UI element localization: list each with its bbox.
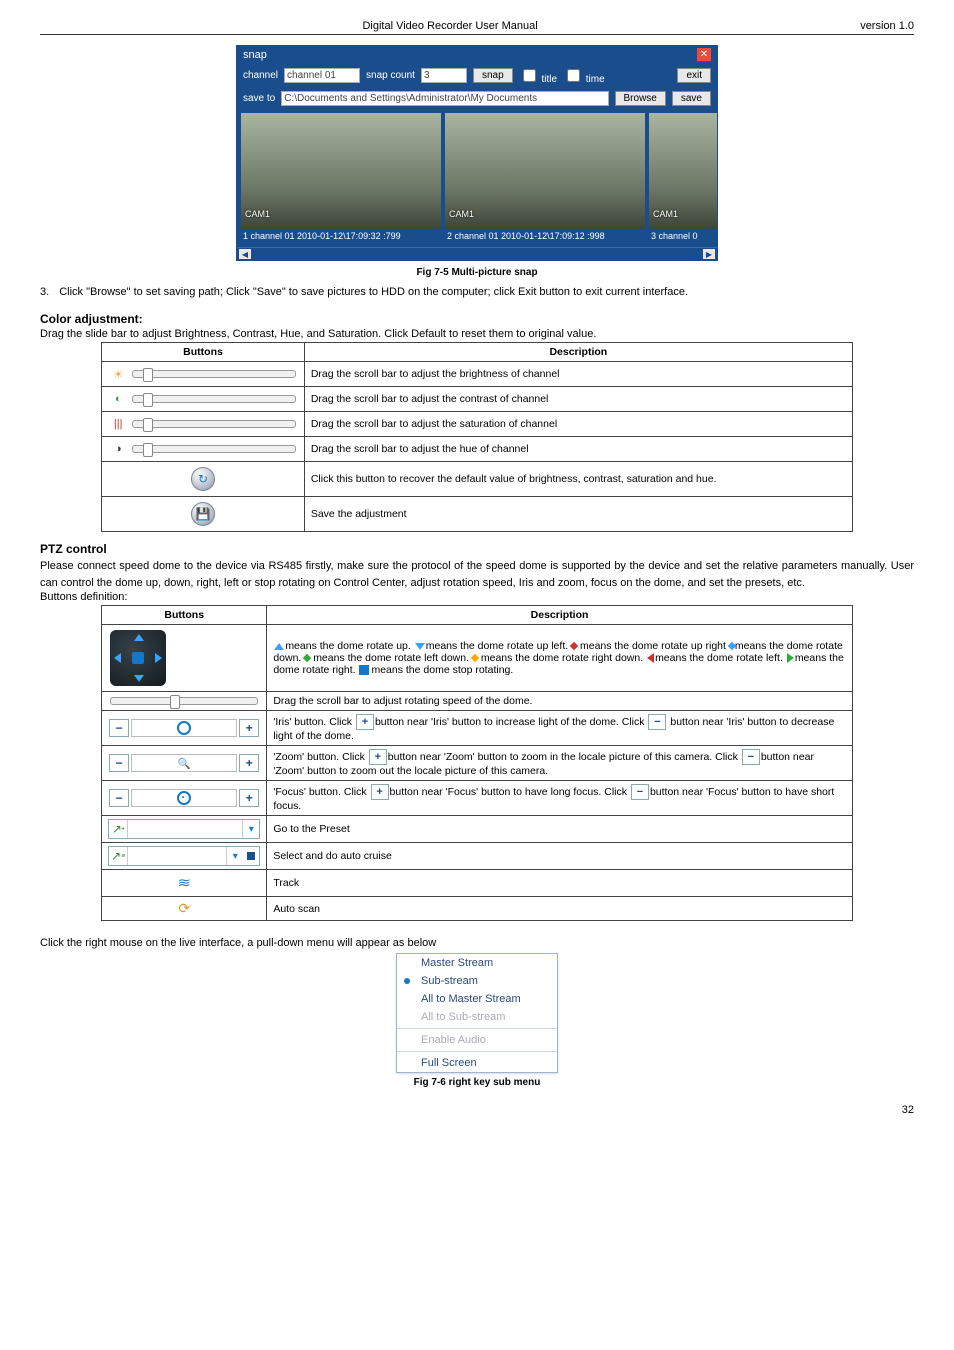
snap-title: snap: [243, 49, 267, 61]
page-number: 32: [40, 1104, 914, 1116]
header-version: version 1.0: [860, 20, 914, 32]
button-cell[interactable]: ☀: [102, 362, 305, 387]
fig-7-5-caption: Fig 7-5 Multi-picture snap: [40, 267, 914, 278]
step-number: 3.: [40, 286, 49, 298]
cruise-desc: Select and do auto cruise: [267, 843, 853, 870]
autoscan-control[interactable]: ⟳: [102, 897, 267, 921]
ptz-heading: PTZ control: [40, 542, 914, 556]
menu-item[interactable]: Sub-stream: [397, 972, 557, 990]
snap-count-input[interactable]: [421, 68, 467, 83]
button-cell[interactable]: 💾: [102, 497, 305, 532]
col-buttons: Buttons: [102, 606, 267, 625]
exit-button[interactable]: exit: [677, 68, 711, 83]
menu-item: Enable Audio: [397, 1031, 557, 1049]
iris-control[interactable]: − +: [102, 711, 267, 746]
color-adjust-table: Buttons Description ☀Drag the scroll bar…: [101, 342, 853, 532]
ptz-pad-desc: means the dome rotate up. means the dome…: [267, 625, 853, 692]
header-title: Digital Video Recorder User Manual: [362, 20, 537, 32]
context-menu[interactable]: Master StreamSub-streamAll to Master Str…: [396, 953, 558, 1073]
color-adjust-heading: Color adjustment:: [40, 312, 914, 326]
save-button[interactable]: save: [672, 91, 711, 106]
ptz-pad-cell[interactable]: [102, 625, 267, 692]
zoom-desc: 'Zoom' button. Click +button near 'Zoom'…: [267, 746, 853, 781]
snap-count-label: snap count: [366, 70, 415, 81]
desc-cell: Drag the scroll bar to adjust the contra…: [304, 387, 852, 412]
scroll-right-icon[interactable]: ▶: [703, 249, 715, 259]
button-cell[interactable]: ↻: [102, 462, 305, 497]
color-adjust-intro: Drag the slide bar to adjust Brightness,…: [40, 328, 914, 340]
preset-desc: Go to the Preset: [267, 816, 853, 843]
menu-item: All to Sub-stream: [397, 1008, 557, 1026]
browse-button[interactable]: Browse: [615, 91, 666, 106]
col-desc: Description: [304, 343, 852, 362]
col-buttons: Buttons: [102, 343, 305, 362]
focus-desc: 'Focus' button. Click +button near 'Focu…: [267, 781, 853, 816]
menu-item[interactable]: All to Master Stream: [397, 990, 557, 1008]
preview-thumbnail[interactable]: CAM12 channel 01 2010-01-12\17:09:12 :99…: [445, 113, 645, 243]
context-intro: Click the right mouse on the live interf…: [40, 937, 914, 949]
track-control[interactable]: ≋: [102, 870, 267, 897]
track-desc: Track: [267, 870, 853, 897]
fig-7-6-caption: Fig 7-6 right key sub menu: [40, 1077, 914, 1088]
channel-label: channel: [243, 70, 278, 81]
desc-cell: Drag the scroll bar to adjust the satura…: [304, 412, 852, 437]
desc-cell: Click this button to recover the default…: [304, 462, 852, 497]
close-icon[interactable]: ✕: [697, 48, 711, 61]
zoom-control[interactable]: − 🔍 +: [102, 746, 267, 781]
snap-dialog: snap ✕ channel snap count snap title tim…: [236, 45, 718, 261]
step-text: Click "Browse" to set saving path; Click…: [59, 286, 688, 298]
focus-control[interactable]: − +: [102, 781, 267, 816]
channel-select[interactable]: [284, 68, 360, 83]
autoscan-desc: Auto scan: [267, 897, 853, 921]
preview-thumbnail[interactable]: CAM13 channel 0: [649, 113, 717, 243]
menu-item[interactable]: Full Screen: [397, 1054, 557, 1072]
iris-desc: 'Iris' button. Click +button near 'Iris'…: [267, 711, 853, 746]
title-checkbox[interactable]: title: [519, 66, 557, 85]
ptz-para: Please connect speed dome to the device …: [40, 558, 914, 591]
preview-thumbnail[interactable]: CAM11 channel 01 2010-01-12\17:09:32 :79…: [241, 113, 441, 243]
cruise-control[interactable]: ↗≡ ▾: [102, 843, 267, 870]
scroll-left-icon[interactable]: ◀: [239, 249, 251, 259]
desc-cell: Drag the scroll bar to adjust the hue of…: [304, 437, 852, 462]
saveto-label: save to: [243, 93, 275, 104]
button-cell[interactable]: |||: [102, 412, 305, 437]
preset-control[interactable]: ↗• ▾: [102, 816, 267, 843]
menu-item[interactable]: Master Stream: [397, 954, 557, 972]
desc-cell: Drag the scroll bar to adjust the bright…: [304, 362, 852, 387]
desc-cell: Save the adjustment: [304, 497, 852, 532]
speed-desc: Drag the scroll bar to adjust rotating s…: [267, 692, 853, 711]
button-cell[interactable]: ◑: [102, 437, 305, 462]
path-input[interactable]: [281, 91, 608, 106]
snap-button[interactable]: snap: [473, 68, 513, 83]
ptz-table: Buttons Description means the dome rotat…: [101, 605, 853, 921]
button-cell[interactable]: ◐: [102, 387, 305, 412]
ptz-defn: Buttons definition:: [40, 591, 914, 603]
time-checkbox[interactable]: time: [563, 66, 605, 85]
col-desc: Description: [267, 606, 853, 625]
speed-slider-cell[interactable]: [102, 692, 267, 711]
